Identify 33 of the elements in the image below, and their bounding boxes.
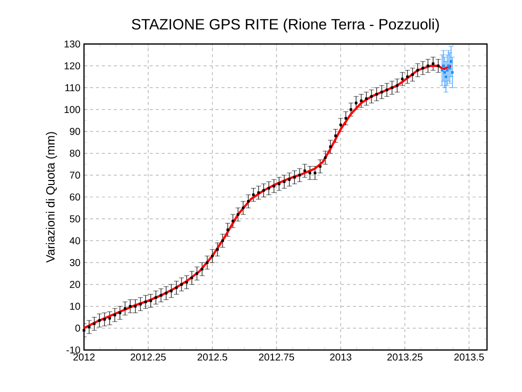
x-tick-label: 2013.5: [454, 354, 484, 361]
point: [446, 68, 449, 72]
y-tick-label: 110: [65, 84, 80, 92]
y-tick-label: 10: [70, 302, 80, 310]
point: [447, 64, 450, 68]
y-tick-label: 0: [75, 324, 80, 332]
y-tick-label: 100: [64, 106, 80, 114]
x-tick-label: 2012: [73, 354, 95, 361]
y-tick-label: 30: [70, 259, 80, 266]
y-tick-label: 50: [70, 215, 80, 222]
y-tick-label: 70: [70, 172, 80, 179]
y-tick-label: 60: [70, 193, 80, 201]
y-tick-label: 120: [64, 62, 80, 70]
point: [440, 68, 444, 72]
x-tick-label: 2012.5: [198, 354, 228, 361]
x-tick-label: 2013.25: [387, 354, 422, 361]
y-tick-label: 90: [70, 128, 80, 135]
point: [442, 64, 445, 68]
y-tick-label: 130: [64, 40, 80, 48]
point: [443, 71, 446, 74]
y-tick-label: 40: [70, 237, 80, 244]
chart-title: STAZIONE GPS RITE (Rione Terra - Pozzuoli): [132, 18, 439, 32]
point: [444, 75, 448, 78]
point: [451, 71, 454, 74]
y-tick-label: 80: [70, 150, 80, 157]
point: [448, 66, 452, 70]
x-tick-label: 2012.25: [130, 354, 166, 361]
y-tick-label: 20: [70, 280, 80, 288]
point: [450, 60, 452, 63]
y-tick-label: -10: [66, 346, 80, 354]
x-tick-label: 2013: [330, 354, 352, 361]
x-tick-label: 2012.75: [259, 354, 294, 361]
y-axis-title: Variazioni di Quota (mm): [46, 132, 58, 263]
